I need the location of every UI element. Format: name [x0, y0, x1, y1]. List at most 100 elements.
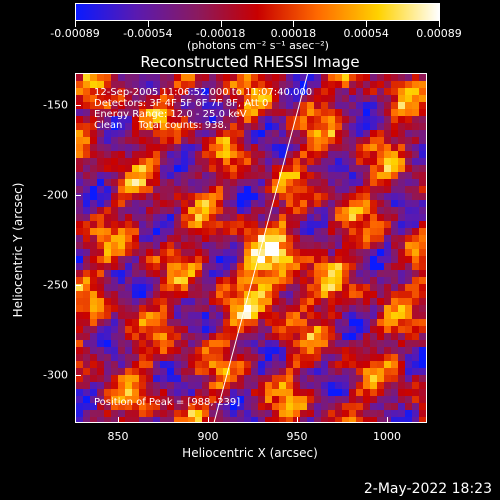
heatmap-cell: [97, 109, 104, 116]
heatmap-cell: [146, 375, 153, 382]
heatmap-cell: [76, 123, 83, 130]
heatmap-cell: [244, 375, 251, 382]
heatmap-cell: [342, 354, 349, 361]
heatmap-cell: [342, 312, 349, 319]
heatmap-cell: [104, 95, 111, 102]
heatmap-cell: [125, 165, 132, 172]
heatmap-cell: [195, 354, 202, 361]
heatmap-cell: [258, 186, 265, 193]
heatmap-cell: [384, 242, 391, 249]
heatmap-cell: [132, 347, 139, 354]
heatmap-cell: [356, 417, 363, 422]
heatmap-cell: [391, 263, 398, 270]
heatmap-cell: [146, 228, 153, 235]
heatmap-cell: [349, 158, 356, 165]
heatmap-cell: [356, 165, 363, 172]
heatmap-cell: [118, 361, 125, 368]
heatmap-cell: [188, 130, 195, 137]
heatmap-cell: [384, 410, 391, 417]
heatmap-cell: [188, 382, 195, 389]
heatmap-cell: [160, 130, 167, 137]
heatmap-cell: [349, 74, 356, 81]
heatmap-cell: [216, 158, 223, 165]
heatmap-cell: [328, 263, 335, 270]
image-plot-area[interactable]: 12-Sep-2005 11:06:52.000 to 11:07:40.000…: [75, 73, 427, 423]
heatmap-cell: [363, 172, 370, 179]
heatmap-cell: [314, 319, 321, 326]
heatmap-cell: [370, 130, 377, 137]
heatmap-cell: [328, 389, 335, 396]
heatmap-cell: [104, 382, 111, 389]
heatmap-cell: [370, 193, 377, 200]
heatmap-cell: [412, 298, 419, 305]
heatmap-cell: [146, 116, 153, 123]
heatmap-cell: [335, 158, 342, 165]
heatmap-cell: [188, 319, 195, 326]
heatmap-cell: [251, 340, 258, 347]
heatmap-cell: [272, 88, 279, 95]
heatmap-cell: [398, 102, 405, 109]
heatmap-cell: [258, 137, 265, 144]
heatmap-cell: [83, 88, 90, 95]
heatmap-cell: [286, 130, 293, 137]
heatmap-cell: [356, 284, 363, 291]
heatmap-cell: [209, 186, 216, 193]
heatmap-cell: [398, 382, 405, 389]
heatmap-cell: [356, 88, 363, 95]
heatmap-cell: [209, 396, 216, 403]
heatmap-cell: [195, 270, 202, 277]
heatmap-cell: [195, 130, 202, 137]
heatmap-cell: [216, 102, 223, 109]
heatmap-cell: [293, 410, 300, 417]
heatmap-cell: [321, 109, 328, 116]
heatmap-cell: [251, 88, 258, 95]
heatmap-cell: [97, 88, 104, 95]
heatmap-cell: [230, 270, 237, 277]
heatmap-cell: [419, 193, 426, 200]
heatmap-cell: [146, 368, 153, 375]
heatmap-cell: [293, 375, 300, 382]
heatmap-cell: [412, 284, 419, 291]
heatmap-cell: [237, 151, 244, 158]
heatmap-cell: [188, 165, 195, 172]
heatmap-cell: [307, 151, 314, 158]
heatmap-cell: [258, 88, 265, 95]
heatmap-cell: [181, 312, 188, 319]
heatmap-cell: [370, 347, 377, 354]
heatmap-cell: [76, 74, 83, 81]
heatmap-cell: [181, 158, 188, 165]
heatmap-cell: [132, 368, 139, 375]
heatmap-cell: [328, 382, 335, 389]
heatmap-cell: [258, 375, 265, 382]
heatmap-cell: [293, 403, 300, 410]
heatmap-cell: [181, 151, 188, 158]
heatmap-cell: [181, 389, 188, 396]
heatmap-cell: [370, 375, 377, 382]
heatmap-cell: [342, 186, 349, 193]
heatmap-cell: [300, 151, 307, 158]
heatmap-cell: [167, 298, 174, 305]
heatmap-cell: [111, 249, 118, 256]
heatmap-cell: [279, 277, 286, 284]
heatmap-cell: [286, 417, 293, 422]
heatmap-cell: [363, 207, 370, 214]
heatmap-cell: [398, 263, 405, 270]
heatmap-cell: [139, 382, 146, 389]
colorbar-tick-mark: [75, 21, 76, 27]
heatmap-cell: [125, 144, 132, 151]
heatmap-cell: [195, 74, 202, 81]
heatmap-cell: [118, 305, 125, 312]
heatmap-cell: [272, 116, 279, 123]
heatmap-cell: [384, 375, 391, 382]
colorbar-tick-label: -0.00089: [50, 27, 100, 40]
heatmap-cell: [265, 179, 272, 186]
heatmap-cell: [300, 326, 307, 333]
heatmap-cell: [188, 144, 195, 151]
heatmap-cell: [258, 109, 265, 116]
heatmap-cell: [146, 81, 153, 88]
heatmap-cell: [111, 74, 118, 81]
heatmap-cell: [398, 193, 405, 200]
heatmap-cell: [412, 249, 419, 256]
heatmap-cell: [377, 235, 384, 242]
heatmap-cell: [279, 361, 286, 368]
